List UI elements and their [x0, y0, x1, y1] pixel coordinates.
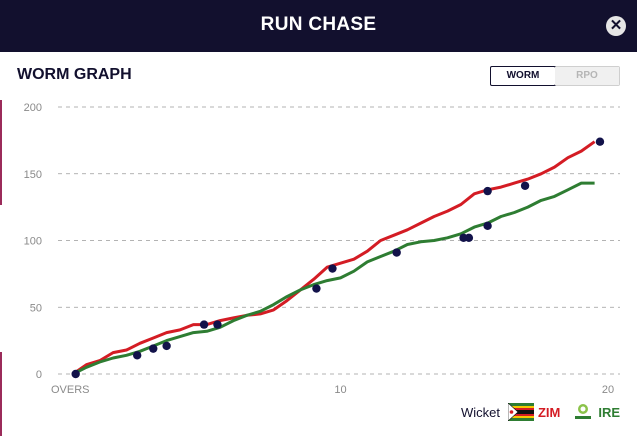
y-tick-label: 150: [24, 169, 42, 181]
wicket-marker: [162, 341, 171, 351]
legend-wicket-label: Wicket: [460, 404, 500, 420]
legend-team-zim: ZIM: [537, 404, 561, 420]
series-line-ire: [72, 181, 595, 376]
wicket-marker: [595, 137, 605, 146]
wicket-marker: [199, 320, 209, 329]
y-tick-label: 50: [30, 302, 42, 314]
close-icon[interactable]: ✕: [606, 16, 626, 36]
x-tick-label: 10: [334, 384, 346, 396]
wicket-marker: [149, 344, 158, 353]
y-tick-label: 200: [24, 102, 42, 114]
left-accent-bar: [0, 100, 2, 205]
chart-series: [72, 140, 596, 376]
tab-rpo[interactable]: RPO: [555, 67, 619, 85]
series-line-zim: [72, 140, 596, 376]
wicket-marker: [483, 186, 492, 196]
panel-title: WORM GRAPH: [17, 66, 132, 83]
wicket-marker: [464, 233, 474, 243]
chart-ticks: 0 50 100 150 200 OVERS 10 20: [24, 102, 614, 396]
wicket-marker: [133, 351, 142, 360]
worm-chart: 0 50 100 150 200 OVERS 10 20: [24, 102, 620, 396]
wicket-marker: [312, 284, 321, 293]
left-accent-bar: [0, 352, 2, 436]
wicket-marker: [213, 320, 222, 329]
legend-team-ire: IRE: [598, 404, 620, 420]
wicket-marker: [520, 181, 530, 190]
zimbabwe-flag-icon: [507, 403, 534, 421]
modal-title: RUN CHASE: [260, 14, 377, 35]
y-tick-label: 0: [36, 369, 42, 381]
x-axis-label: OVERS: [51, 384, 90, 396]
chart-mode-toggle: WORM RPO: [490, 66, 620, 86]
wicket-marker: [71, 369, 80, 379]
wicket-marker: [392, 248, 401, 257]
modal-header: RUN CHASE ✕: [0, 0, 637, 52]
chart-grid: [58, 106, 620, 375]
tab-worm[interactable]: WORM: [490, 66, 556, 86]
wicket-markers: [71, 137, 605, 379]
y-tick-label: 100: [24, 236, 42, 248]
chart-legend: Wicket ZIM IRE: [461, 402, 620, 422]
wicket-marker: [328, 264, 337, 273]
cricket-ireland-logo-icon: [575, 404, 592, 419]
x-tick-label: 20: [602, 384, 614, 396]
wicket-marker: [483, 221, 492, 231]
